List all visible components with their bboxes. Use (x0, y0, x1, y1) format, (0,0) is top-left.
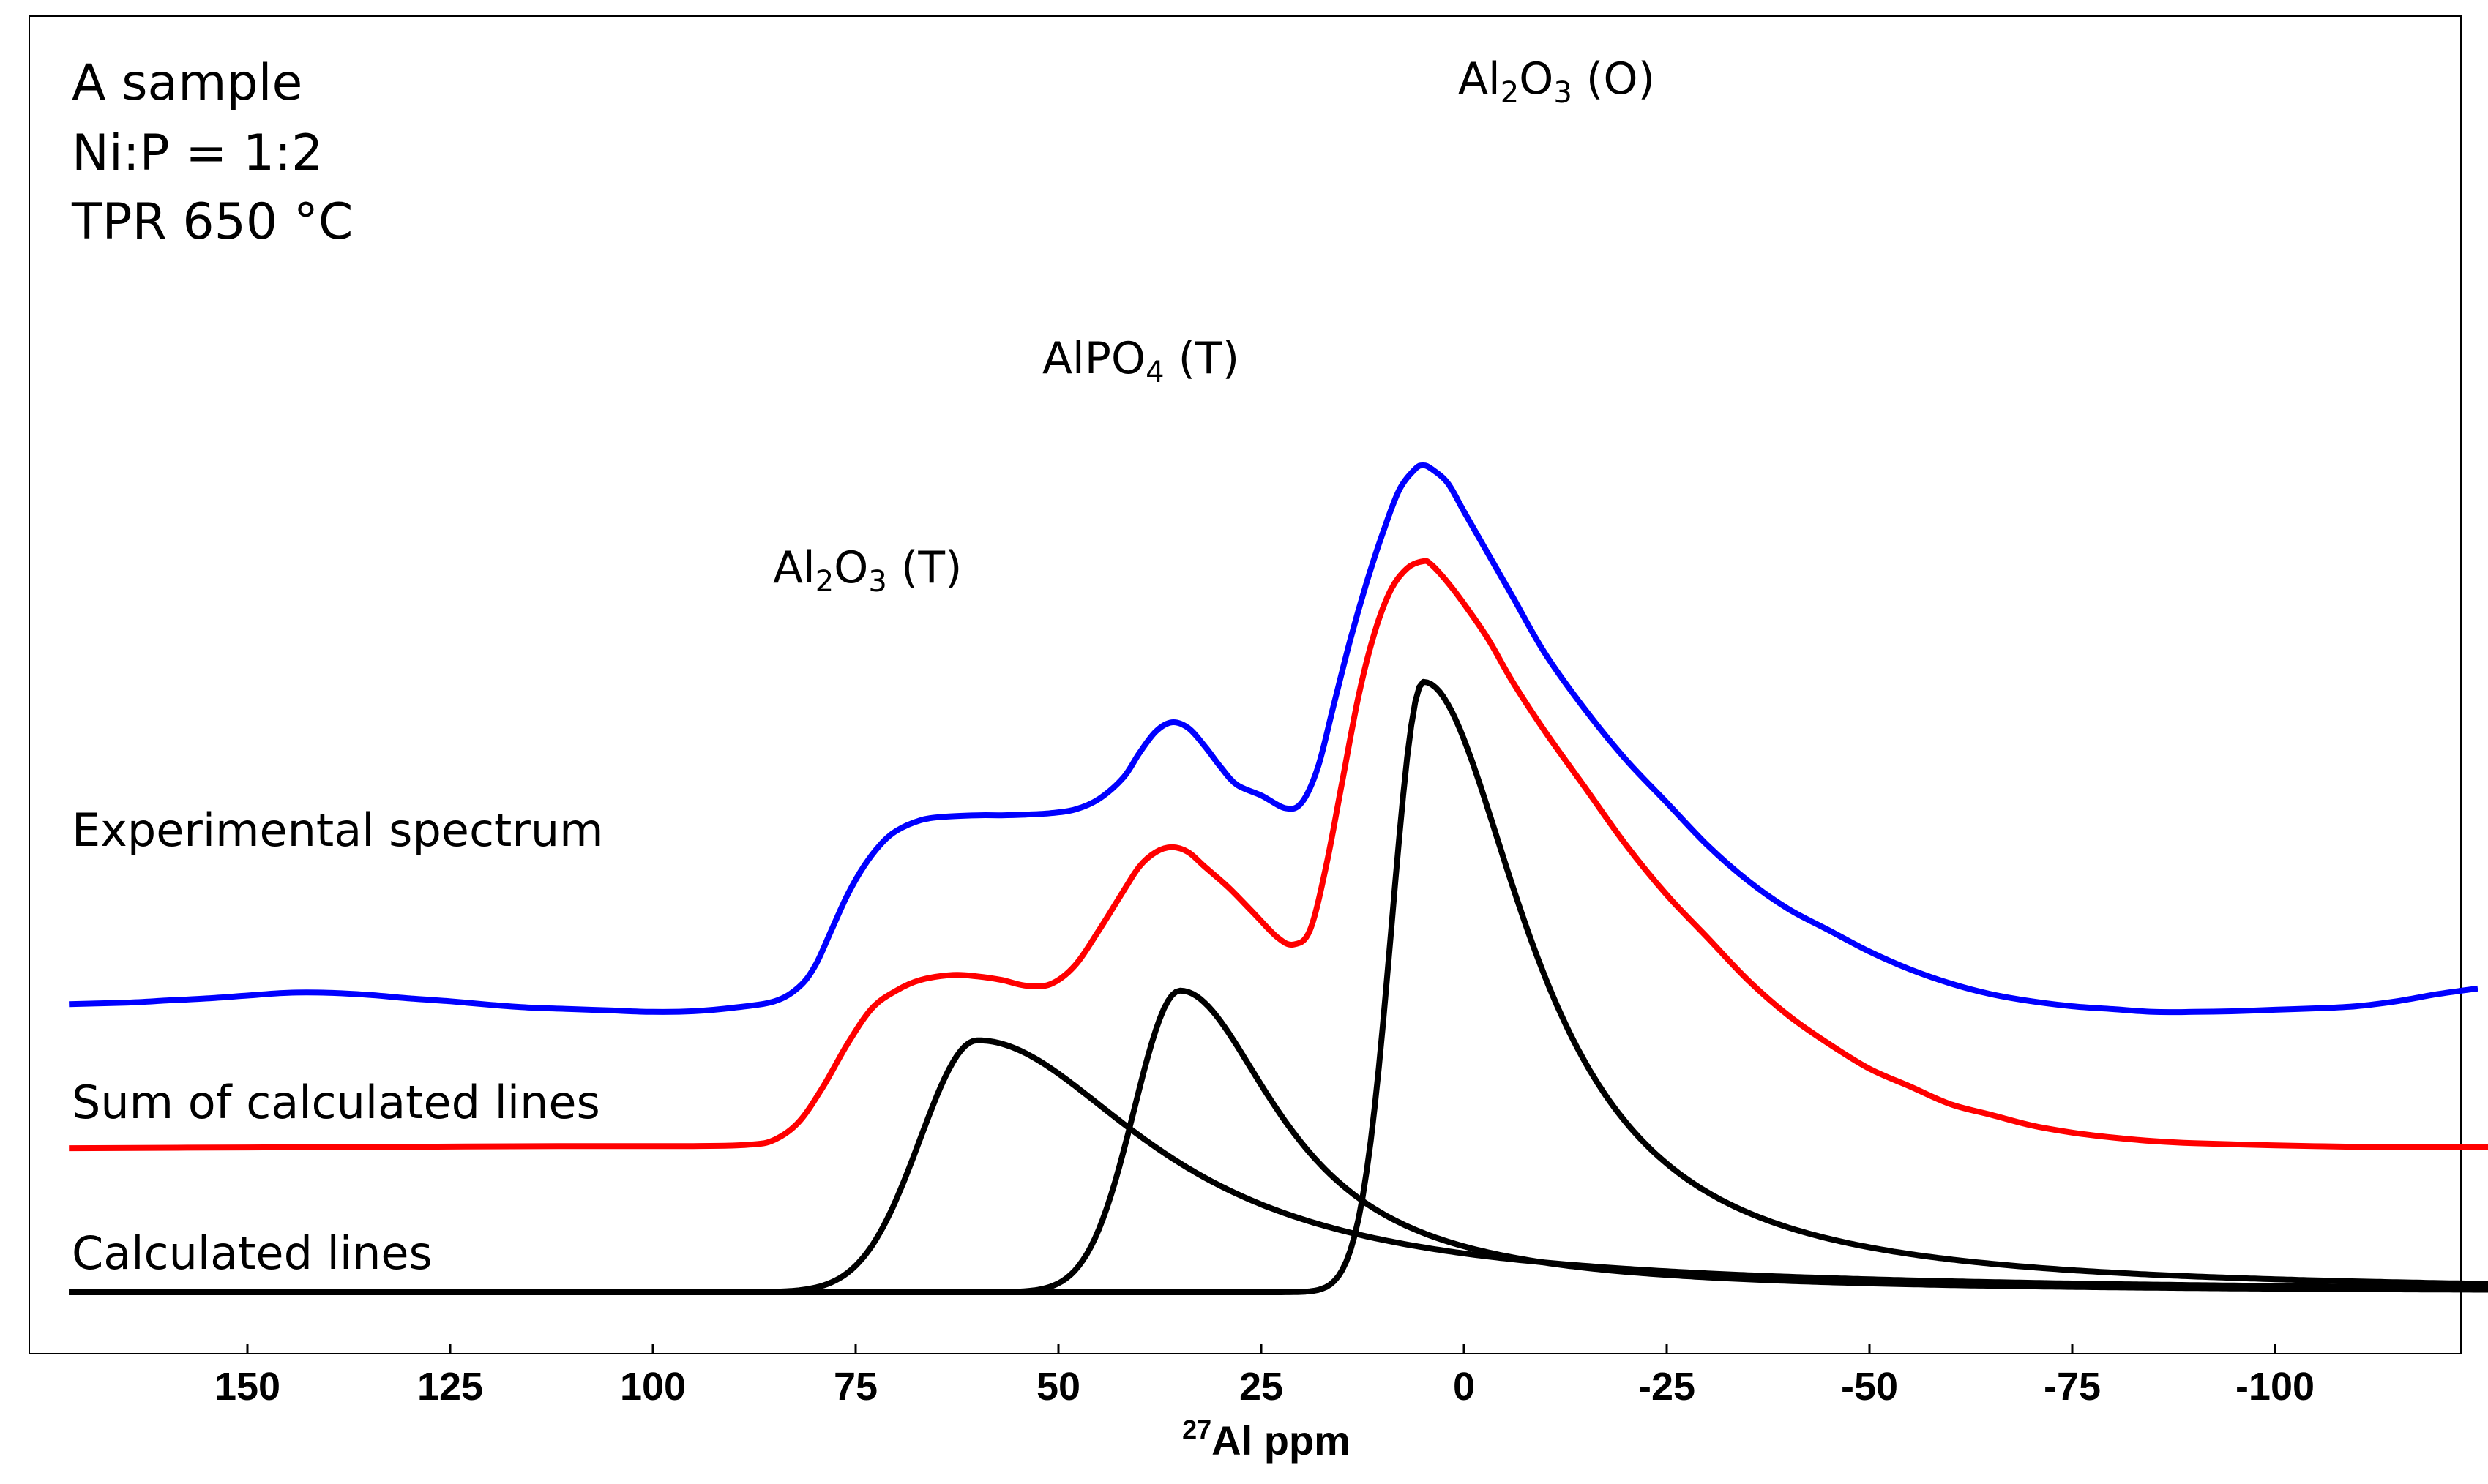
x-tick-label: -100 (2235, 1365, 2315, 1409)
peak-annotation-alpo4-t: AlPO4 (T) (1042, 333, 1240, 389)
x-tick-label: -25 (1637, 1365, 1696, 1409)
x-tick-label: 50 (1036, 1365, 1081, 1409)
experimental-spectrum-line (69, 462, 2478, 1016)
x-axis-ticks (246, 1344, 2276, 1354)
experimental-spectrum-label: Experimental spectrum (72, 803, 604, 857)
ratio-label: Ni:P = 1:2 (72, 124, 324, 182)
tpr-label: TPR 650 °C (72, 193, 354, 251)
calculated-lines-group (69, 678, 2488, 1295)
peak-annotation-al2o3-o: Al2O3 (O) (1458, 53, 1655, 110)
x-tick-label: 150 (214, 1365, 281, 1409)
plot-frame (29, 15, 2462, 1354)
sample-label: A sample (72, 54, 303, 112)
x-tick-label: 75 (833, 1365, 878, 1409)
sum-of-calculated-lines-label: Sum of calculated lines (72, 1076, 600, 1129)
x-tick-label: 25 (1239, 1365, 1284, 1409)
x-tick-label: -75 (2043, 1365, 2102, 1409)
peak-annotation-al2o3-t: Al2O3 (T) (773, 542, 963, 599)
x-tick-label: 125 (416, 1365, 484, 1409)
x-tick-label: -50 (1840, 1365, 1899, 1409)
x-tick-label: 100 (619, 1365, 687, 1409)
x-tick-label: 0 (1452, 1365, 1476, 1409)
calculated-line-3 (69, 678, 2488, 1295)
x-axis-label: 27Al ppm (1182, 1414, 1351, 1464)
sum-of-calculated-lines-line (69, 558, 2488, 1152)
calculated-lines-label: Calculated lines (72, 1226, 433, 1280)
